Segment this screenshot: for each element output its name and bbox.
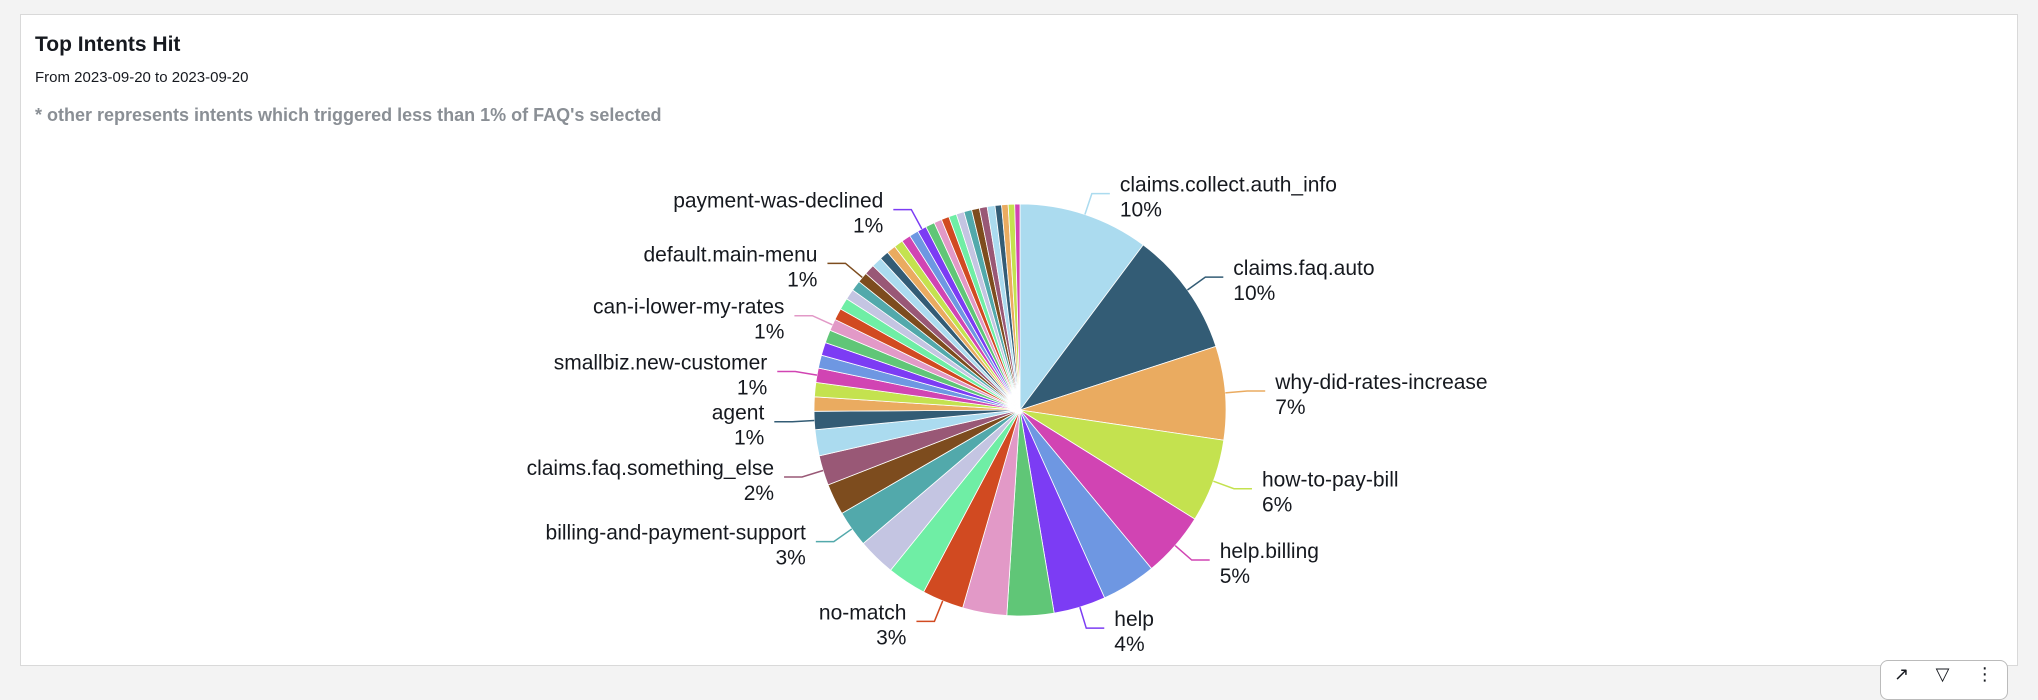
slice-percent-label: 5% [1220,565,1250,588]
slice-percent-label: 10% [1120,199,1162,222]
label-leader-line [1213,480,1252,490]
slice-label: payment-was-declined [673,190,883,213]
slice-percent-label: 2% [744,482,774,505]
expand-icon[interactable]: ↗ [1894,664,1910,684]
label-leader-line [784,469,824,478]
label-leader-line [827,262,863,279]
chart-note: * other represents intents which trigger… [35,105,662,125]
slice-label: claims.faq.something_else [527,457,774,480]
date-range: From 2023-09-20 to 2023-09-20 [35,69,249,86]
chart-toolbar: ↗ ▽ ⋮ [1880,660,2008,700]
slice-label: can-i-lower-my-rates [593,296,784,319]
label-leader-line [794,314,833,326]
slice-label: no-match [819,601,907,624]
label-leader-line [1186,276,1224,291]
slice-percent-label: 1% [734,427,764,450]
pie-slice[interactable] [1019,203,1144,412]
slice-percent-label: 1% [737,376,767,399]
filter-icon[interactable]: ▽ [1935,664,1950,684]
more-options-icon[interactable]: ⋮ [1975,664,1994,684]
slice-label: how-to-pay-bill [1262,469,1399,492]
label-leader-line [774,419,815,423]
slice-percent-label: 4% [1114,633,1144,656]
slice-label: help.billing [1220,540,1319,563]
slice-label: why-did-rates-increase [1274,371,1487,394]
slice-percent-label: 1% [853,215,883,238]
slice-percent-label: 3% [775,547,805,570]
slice-label: help [1114,608,1154,631]
slice-percent-label: 7% [1275,396,1305,419]
slice-percent-label: 3% [876,626,906,649]
slice-label: claims.faq.auto [1233,257,1374,280]
label-leader-line [1174,544,1210,561]
slice-percent-label: 6% [1262,494,1292,517]
pie-slice[interactable] [1018,244,1217,411]
pie-chart: claims.collect.auth_info10%claims.faq.au… [527,174,1488,657]
slice-label: agent [712,402,765,425]
label-leader-line [1084,192,1110,215]
label-leader-line [777,370,818,376]
chart-title: Top Intents Hit [35,33,181,56]
pie-slices [813,203,1227,617]
label-leader-line [916,600,944,623]
slice-label: claims.collect.auth_info [1120,174,1337,197]
slice-percent-label: 10% [1233,282,1275,305]
slice-percent-label: 1% [754,321,784,344]
slice-label: smallbiz.new-customer [554,351,768,374]
pie-slice[interactable] [1014,203,1021,411]
slice-label: billing-and-payment-support [546,522,806,545]
slice-percent-label: 1% [787,268,817,291]
pie-labels: claims.collect.auth_info10%claims.faq.au… [527,174,1488,657]
label-leader-line [815,528,853,543]
label-leader-line [893,208,923,230]
label-leader-line [1225,390,1266,394]
label-leader-line [1079,606,1105,629]
slice-label: default.main-menu [644,243,818,266]
